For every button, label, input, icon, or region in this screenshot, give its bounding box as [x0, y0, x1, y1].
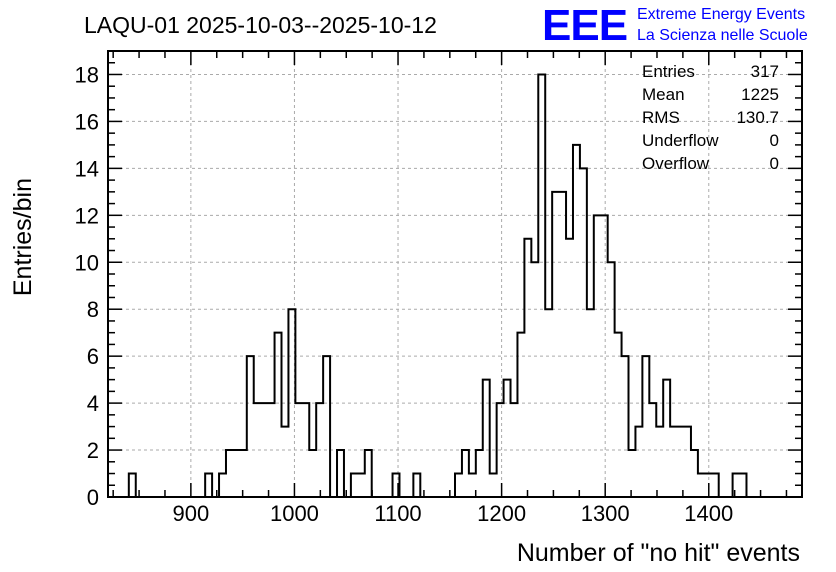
x-tick-label: 1400	[684, 501, 733, 526]
stat-label: Overflow	[642, 154, 710, 173]
x-tick-label: 1100	[374, 501, 421, 526]
y-tick-label: 16	[75, 109, 99, 134]
stats-box: Entries 317 Mean 1225 RMS 130.7 Underflow 0 Over…	[642, 62, 779, 173]
stat-value: 317	[751, 62, 779, 81]
stat-label: RMS	[642, 108, 680, 127]
x-tick-label: 1200	[477, 501, 526, 526]
y-tick-label: 2	[87, 438, 99, 463]
axis-ticks	[108, 50, 802, 498]
logo-line-1: Extreme Energy Events	[637, 6, 805, 23]
stat-label: Entries	[642, 62, 695, 81]
eee-logo: EEE Extreme Energy Events La Scienza nel…	[542, 1, 808, 50]
x-tick-label: 1300	[581, 501, 630, 526]
stat-label: Mean	[642, 85, 685, 104]
y-tick-label: 18	[75, 62, 99, 87]
grid-lines	[108, 51, 802, 497]
y-tick-label: 0	[87, 485, 99, 510]
histogram-outline	[108, 73, 768, 498]
x-tick-label: 1000	[270, 501, 319, 526]
y-tick-labels: 0 2 4 6 8 10 12 14 16 18	[75, 62, 99, 510]
y-tick-label: 14	[75, 156, 99, 181]
logo-mark: EEE	[542, 1, 627, 50]
y-tick-label: 4	[87, 391, 99, 416]
x-tick-label: 900	[173, 501, 210, 526]
y-tick-label: 10	[75, 250, 99, 275]
x-axis-label: Number of "no hit" events	[517, 539, 800, 567]
x-tick-labels: 900 1000 1100 1200 1300 1400	[173, 501, 734, 526]
stat-value: 0	[770, 154, 779, 173]
stat-label: Underflow	[642, 131, 719, 150]
stat-value: 130.7	[736, 108, 779, 127]
y-tick-label: 6	[87, 344, 99, 369]
y-tick-label: 8	[87, 297, 99, 322]
plot-frame	[107, 50, 803, 498]
y-axis-label: Entries/bin	[9, 178, 37, 296]
logo-line-2: La Scienza nelle Scuole	[637, 27, 808, 44]
chart-title: LAQU-01 2025-10-03--2025-10-12	[84, 12, 437, 38]
stat-value: 1225	[741, 85, 779, 104]
stat-value: 0	[770, 131, 779, 150]
y-tick-label: 12	[75, 203, 99, 228]
